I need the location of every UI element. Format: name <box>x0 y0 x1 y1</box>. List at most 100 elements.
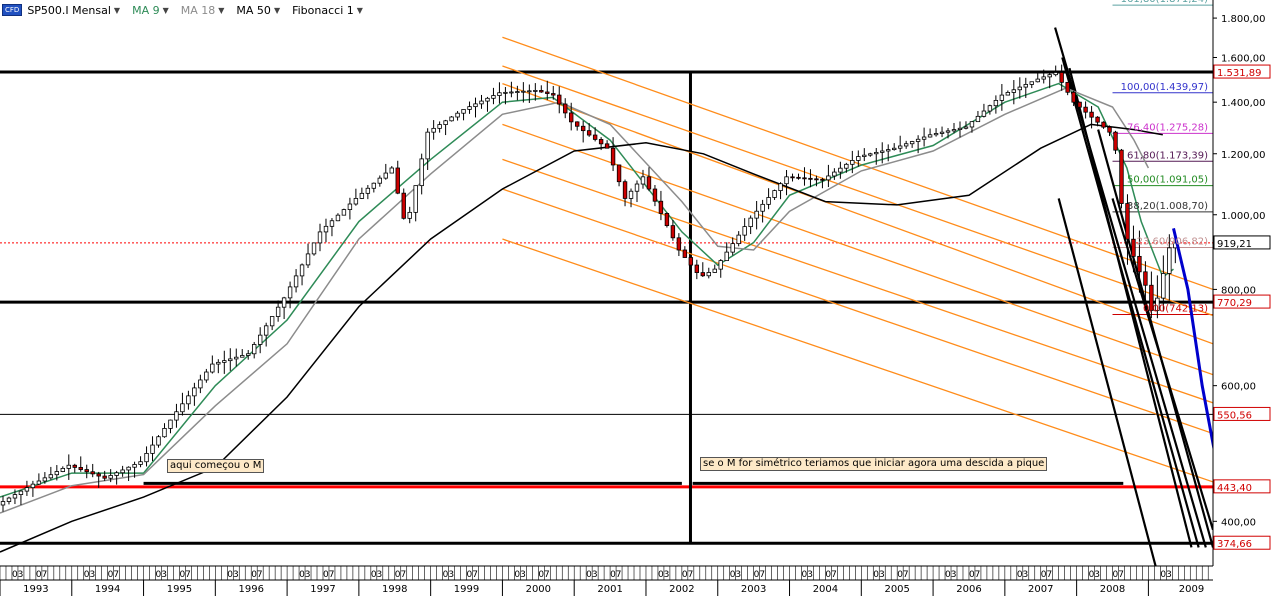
candle-body <box>1059 72 1064 83</box>
candle-body <box>880 150 885 153</box>
candle <box>311 242 317 256</box>
candle <box>682 246 688 258</box>
candle <box>868 152 873 157</box>
candle-body <box>269 316 275 327</box>
candle <box>198 374 203 394</box>
candle <box>784 170 789 196</box>
candle-body <box>234 356 239 360</box>
fibonacci-level-label: 76,40(1.275,28) <box>1127 122 1208 133</box>
candle-body <box>192 387 197 397</box>
candle <box>132 461 137 478</box>
candle <box>748 215 753 235</box>
candle <box>293 269 299 293</box>
candle-body <box>455 112 460 118</box>
candle <box>305 243 311 269</box>
x-year-label: 2002 <box>669 584 694 595</box>
candle-body <box>634 183 640 192</box>
candle-body <box>72 464 77 468</box>
candle-body <box>84 469 89 473</box>
y-tick-label: 400,00 <box>1221 517 1256 528</box>
annotation-note-left[interactable]: aqui começou o M <box>167 459 265 473</box>
chevron-down-icon: ▼ <box>162 5 169 15</box>
candle-body <box>838 167 843 173</box>
trendline <box>1061 57 1200 548</box>
fibonacci-selector[interactable]: Fibonacci 1 ▼ <box>292 4 363 17</box>
candle <box>383 163 388 180</box>
ma9-selector[interactable]: MA 9 ▼ <box>132 4 169 17</box>
candle <box>724 242 729 262</box>
candle <box>886 144 891 162</box>
candle-body <box>186 395 191 405</box>
x-month-label: 07 <box>179 570 190 580</box>
candle <box>144 446 149 467</box>
candle <box>503 87 508 105</box>
x-month-label: 03 <box>12 570 23 580</box>
y-tick-label: 1.200,00 <box>1221 150 1266 161</box>
ma18-selector[interactable]: MA 18 ▼ <box>181 4 225 17</box>
candle-body <box>981 110 987 117</box>
candle-body <box>808 177 813 180</box>
candle <box>1107 125 1112 137</box>
candle-body <box>18 490 24 495</box>
candle <box>742 218 747 241</box>
candle-body <box>664 213 670 227</box>
candle-body <box>1149 284 1154 311</box>
candle <box>1095 116 1100 127</box>
candle-body <box>1017 86 1022 91</box>
price-tag <box>1213 294 1271 309</box>
candle <box>18 490 24 506</box>
symbol-selector[interactable]: CFD SP500.I Mensal ▼ <box>2 4 120 17</box>
candle-body <box>359 192 365 199</box>
candle-body <box>102 475 107 479</box>
candle-body <box>60 467 65 472</box>
price-tag-label: 374,66 <box>1217 539 1252 550</box>
candle <box>84 464 89 479</box>
candle-body <box>718 260 723 270</box>
candle-body <box>180 403 185 413</box>
candle <box>766 188 771 210</box>
candle-body <box>586 130 592 136</box>
ma18-label: MA 18 <box>180 3 216 17</box>
trendline <box>1068 67 1193 548</box>
candle <box>844 162 849 173</box>
ma50-selector[interactable]: MA 50 ▼ <box>236 4 280 17</box>
candle-body <box>228 358 233 362</box>
candle-body <box>1137 255 1142 273</box>
candle-body <box>927 134 933 138</box>
candle-body <box>646 176 652 190</box>
candle <box>0 495 6 512</box>
candle <box>969 121 975 133</box>
candle <box>939 126 945 138</box>
candle-body <box>951 129 957 132</box>
candle <box>586 123 592 137</box>
candle <box>951 122 957 134</box>
candle-body <box>485 97 490 102</box>
annotation-note-right[interactable]: se o M for simétrico teriamos que inicia… <box>700 457 1048 471</box>
candle-body <box>54 471 60 476</box>
x-year-label: 2007 <box>1028 584 1053 595</box>
x-year-label: 2004 <box>813 584 838 595</box>
candle <box>569 102 574 131</box>
candle <box>622 179 628 207</box>
candle <box>1167 234 1172 301</box>
candle <box>862 148 867 162</box>
candle <box>437 121 442 133</box>
candle-body <box>897 145 903 149</box>
candle <box>604 140 610 149</box>
candle <box>287 281 293 309</box>
x-month-label: 07 <box>108 570 119 580</box>
x-year-label: 2005 <box>884 584 909 595</box>
candle-body <box>437 124 442 129</box>
candle-body <box>1125 203 1130 240</box>
candle <box>700 262 705 277</box>
chevron-down-icon: ▼ <box>273 5 281 15</box>
candle-body <box>814 178 819 181</box>
x-month-label: 03 <box>443 570 454 580</box>
x-year-label: 2003 <box>741 584 766 595</box>
candle-body <box>993 99 999 107</box>
candle-body <box>275 306 281 317</box>
candle <box>521 82 526 103</box>
x-month-label: 07 <box>825 570 836 580</box>
candle <box>652 185 658 207</box>
